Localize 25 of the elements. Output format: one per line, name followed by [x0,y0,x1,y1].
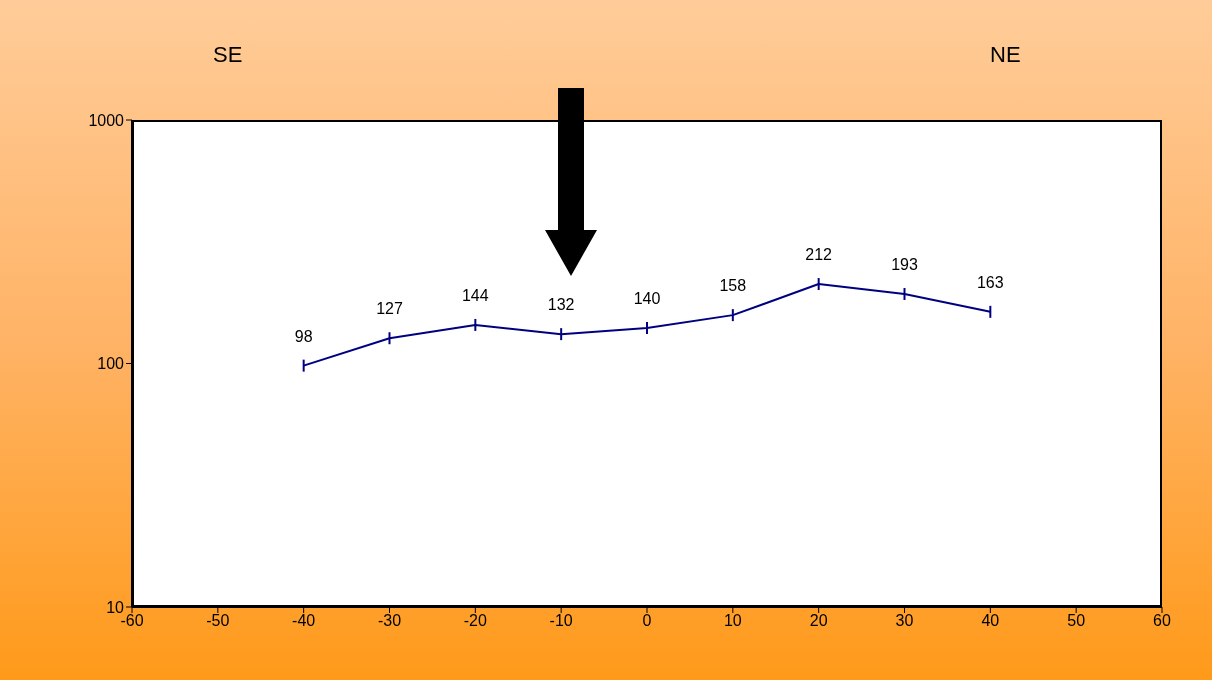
x-tick-label: 20 [809,612,828,630]
x-tick-label: -30 [377,612,402,630]
data-label: 163 [976,273,1004,291]
x-tick-label: -20 [463,612,487,630]
x-tick-label: 40 [981,612,1000,630]
y-tick-label: 1000 [88,111,125,129]
data-label: 140 [633,289,661,307]
data-label: 132 [547,296,575,314]
text: NE [990,42,1021,68]
x-tick-label: 30 [895,612,914,630]
data-label: 144 [461,286,489,304]
x-tick-label: -10 [549,612,573,630]
x-tick-label: 60 [1153,612,1171,630]
x-tick-label: -50 [206,612,230,630]
x-tick-label: 50 [1067,612,1086,630]
data-label: 127 [376,300,403,318]
data-label: 212 [805,246,833,264]
y-tick-label: 100 [97,355,125,373]
x-tick-label: 10 [723,612,742,630]
data-label: 193 [891,255,918,273]
data-label: 158 [719,277,747,295]
x-tick-label: -40 [292,612,316,630]
text: SE [213,42,243,68]
x-tick-label: 0 [642,612,652,630]
data-label: 98 [294,327,313,345]
